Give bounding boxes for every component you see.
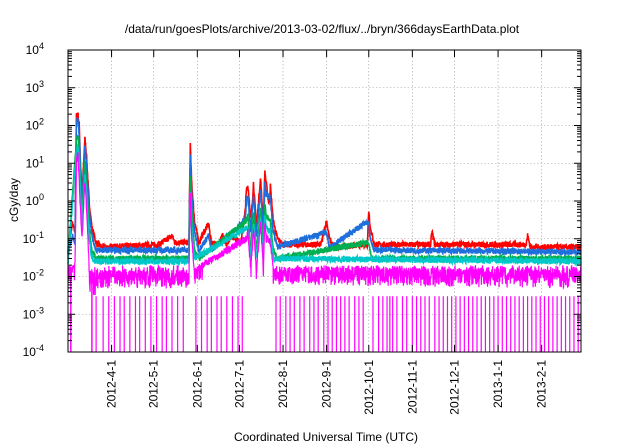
y-tick-label: 10-1 <box>23 230 44 246</box>
y-tick-label: 10-3 <box>23 305 44 321</box>
y-tick-label: 104 <box>26 41 44 57</box>
x-tick-label: 2012-10-1 <box>362 360 376 415</box>
chart-title: /data/run/goesPlots/archive/2013-03-02/f… <box>125 22 520 36</box>
x-tick-label: 2012-8-1 <box>276 360 290 408</box>
x-tick-label: 2012-12-1 <box>448 360 462 415</box>
y-tick-label: 101 <box>26 154 44 170</box>
magenta-dropouts <box>70 276 579 352</box>
x-tick-label: 2012-4-1 <box>105 360 119 408</box>
x-tick-label: 2012-9-1 <box>320 360 334 408</box>
y-tick-label: 103 <box>26 79 44 95</box>
axes: 10-4 10-3 10-2 10-1 100 101 102 103 104 2012-4-1 2… <box>23 41 581 415</box>
series-line <box>67 143 582 268</box>
series-line <box>67 152 582 296</box>
x-tick-label: 2013-2-1 <box>535 360 549 408</box>
y-tick-label: 102 <box>26 117 44 133</box>
y-axis-label: cGy/day <box>7 178 21 222</box>
x-tick-label: 2013-1-1 <box>491 360 505 408</box>
x-tick-label: 2012-7-1 <box>232 360 246 408</box>
grid <box>68 50 581 352</box>
x-tick-label: 2012-11-1 <box>405 360 419 414</box>
y-tick-label: 10-2 <box>23 268 44 284</box>
series-line <box>67 112 582 254</box>
x-axis-label: Coordinated Universal Time (UTC) <box>234 430 418 444</box>
y-tick-label: 10-4 <box>23 343 44 359</box>
y-tick-label: 100 <box>26 192 44 208</box>
x-tick-label: 2012-6-1 <box>190 360 204 408</box>
series-line <box>67 117 582 258</box>
data-series <box>67 112 582 352</box>
x-tick-label: 2012-5-1 <box>147 360 161 408</box>
